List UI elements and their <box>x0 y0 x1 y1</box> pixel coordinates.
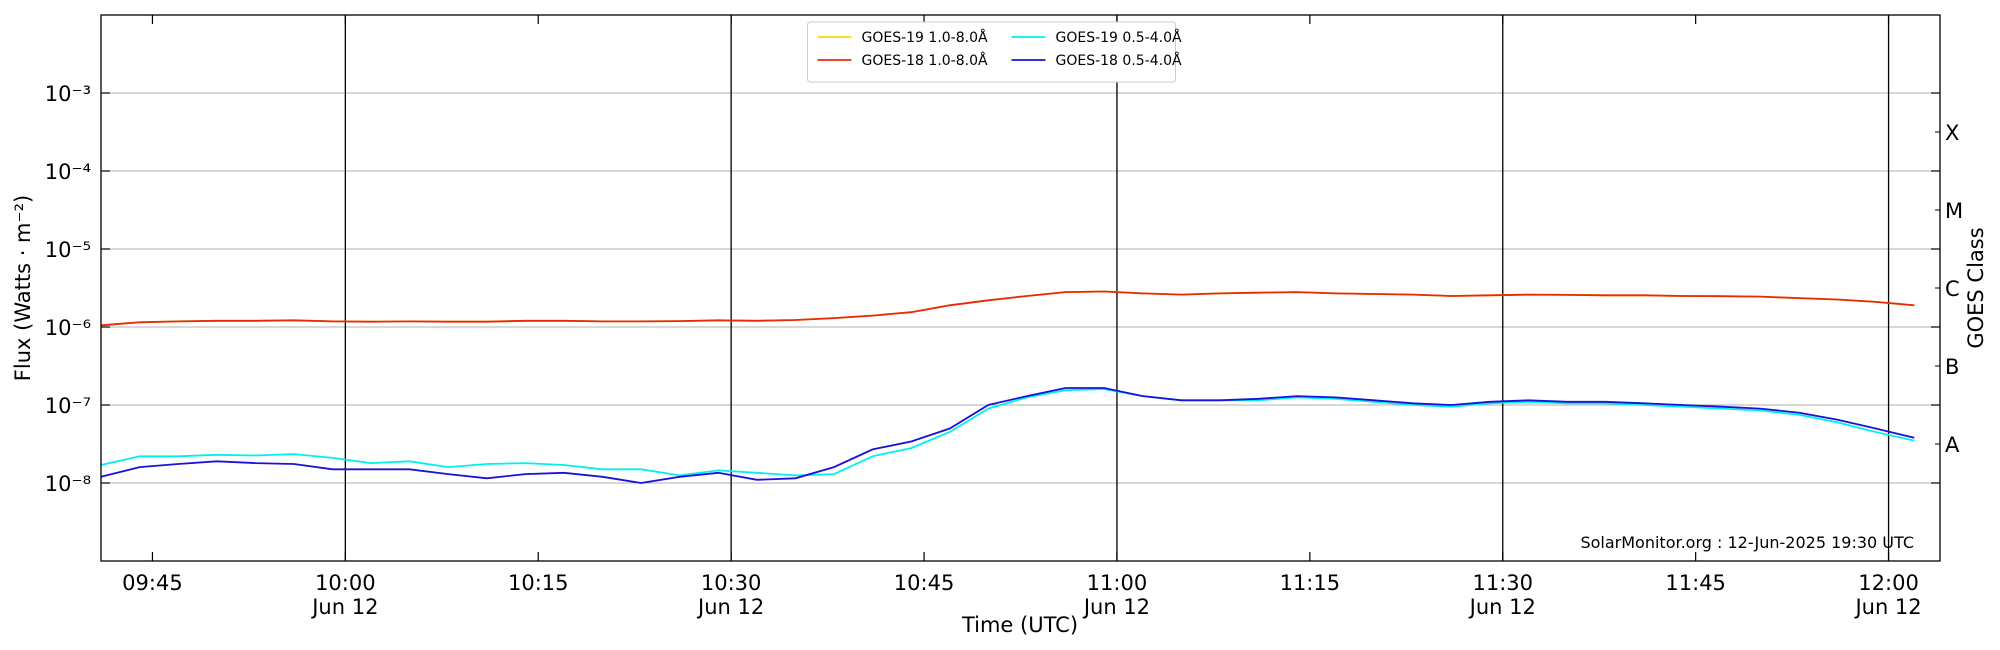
x-tick-label: 10:45 <box>894 571 955 595</box>
y2-tick-label: X <box>1945 121 1959 145</box>
x-tick-label: 12:00 <box>1858 571 1919 595</box>
x-tick-date: Jun 12 <box>310 595 378 619</box>
y-axis-label: Flux (Watts · m⁻²) <box>11 195 35 381</box>
y-tick-label: 10⁻³ <box>45 82 91 106</box>
legend-label: GOES-18 0.5-4.0Å <box>1056 52 1182 69</box>
series-line <box>100 290 1915 327</box>
x-axis-label: Time (UTC) <box>961 613 1078 637</box>
x-tick-label: 11:15 <box>1280 571 1341 595</box>
series-line <box>100 290 1915 327</box>
x-tick-label: 10:00 <box>315 571 376 595</box>
series-line <box>100 387 1915 484</box>
y-tick-label: 10⁻⁶ <box>45 316 91 340</box>
y2-axis-label: GOES Class <box>1964 227 1988 348</box>
y-tick-label: 10⁻⁸ <box>45 472 91 496</box>
legend-box <box>807 21 1176 83</box>
series-line <box>100 388 1915 477</box>
y-tick-label: 10⁻⁵ <box>45 238 91 262</box>
y2-tick-label: A <box>1945 433 1960 457</box>
x-tick-date: Jun 12 <box>696 595 764 619</box>
x-tick-label: 10:15 <box>508 571 569 595</box>
plot-frame <box>100 14 1941 562</box>
y2-tick-label: B <box>1945 355 1959 379</box>
y2-tick-label: C <box>1945 277 1960 301</box>
x-tick-label: 11:45 <box>1665 571 1726 595</box>
x-tick-date: Jun 12 <box>1082 595 1150 619</box>
y2-tick-label: M <box>1945 199 1963 223</box>
legend-label: GOES-18 1.0-8.0Å <box>862 52 988 69</box>
annotation: SolarMonitor.org : 12-Jun-2025 19:30 UTC <box>1580 533 1914 552</box>
x-tick-label: 11:30 <box>1472 571 1533 595</box>
x-tick-date: Jun 12 <box>1468 595 1536 619</box>
x-tick-label: 10:30 <box>701 571 762 595</box>
legend-label: GOES-19 1.0-8.0Å <box>862 29 988 46</box>
y-tick-label: 10⁻⁴ <box>45 160 91 184</box>
x-tick-label: 11:00 <box>1087 571 1148 595</box>
legend-label: GOES-19 0.5-4.0Å <box>1056 29 1182 46</box>
y-tick-label: 10⁻⁷ <box>45 394 91 418</box>
x-tick-label: 09:45 <box>122 571 183 595</box>
x-tick-date: Jun 12 <box>1853 595 1921 619</box>
